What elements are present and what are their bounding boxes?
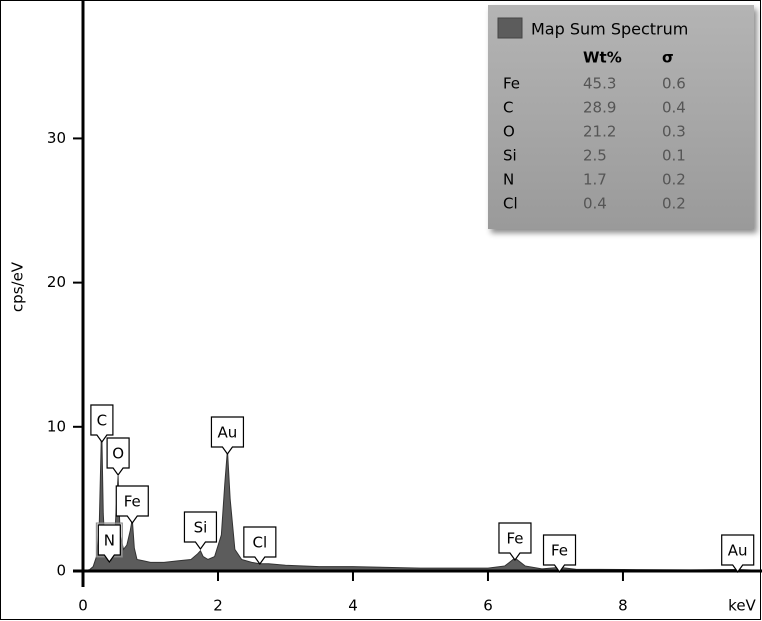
y-tick-label: 30 bbox=[47, 129, 66, 147]
peak-label: Au bbox=[721, 534, 755, 574]
legend-value: 0.1 bbox=[662, 147, 686, 165]
peak-label-text: Fe bbox=[506, 530, 523, 548]
legend-swatch bbox=[497, 17, 523, 39]
x-tick-label: 8 bbox=[618, 597, 628, 615]
y-tick-label: 20 bbox=[47, 273, 66, 291]
label-box bbox=[542, 534, 577, 574]
legend-value: 0.6 bbox=[662, 75, 686, 93]
label-box bbox=[243, 526, 277, 566]
peak-label: Cl bbox=[243, 526, 277, 566]
spectrum-area bbox=[82, 438, 759, 572]
label-box bbox=[183, 511, 218, 551]
peak-label-text: O bbox=[112, 445, 124, 463]
legend-value: 2.5 bbox=[583, 147, 607, 165]
legend-column: σ bbox=[662, 49, 674, 67]
peak-label-text: N bbox=[104, 532, 115, 550]
label-box bbox=[115, 485, 149, 525]
peak-label: Fe bbox=[115, 485, 149, 525]
peak-label: C bbox=[90, 404, 114, 444]
peak-label: Fe bbox=[542, 534, 577, 574]
y-tick-label: 0 bbox=[56, 562, 66, 580]
peak-label-text: Fe bbox=[124, 493, 141, 511]
legend-element: O bbox=[503, 123, 515, 141]
x-axis-label: keV bbox=[728, 597, 756, 615]
legend-element: N bbox=[503, 171, 514, 189]
y-axis-label: cps/eV bbox=[9, 261, 27, 312]
legend-value: 0.2 bbox=[662, 195, 686, 213]
x-tick-label: 0 bbox=[78, 597, 88, 615]
y-tick-label: 10 bbox=[47, 417, 66, 435]
legend-value: 1.7 bbox=[583, 171, 607, 189]
peak-label-text: Au bbox=[728, 542, 748, 560]
peak-label-text: C bbox=[97, 412, 107, 430]
legend-element: Fe bbox=[503, 75, 520, 93]
x-tick-label: 6 bbox=[483, 597, 493, 615]
peak-label-text: Fe bbox=[551, 542, 568, 560]
peak-label: Fe bbox=[498, 522, 532, 562]
legend-value: 45.3 bbox=[583, 75, 616, 93]
legend-title: Map Sum Spectrum bbox=[531, 20, 688, 39]
legend-element: C bbox=[503, 99, 513, 117]
legend: Map Sum Spectrum Wt% σ Fe 45.3 0.6 C 28.9 0.4… bbox=[488, 5, 754, 229]
peak-label: Si bbox=[183, 511, 218, 551]
label-box bbox=[498, 522, 532, 562]
peak-label: N bbox=[95, 522, 123, 564]
label-box bbox=[97, 524, 121, 564]
label-box bbox=[106, 437, 130, 477]
legend-column: Wt% bbox=[583, 49, 622, 67]
legend-box bbox=[488, 5, 754, 229]
legend-value: 0.2 bbox=[662, 171, 686, 189]
legend-value: 0.3 bbox=[662, 123, 686, 141]
legend-value: 0.4 bbox=[583, 195, 607, 213]
x-tick-label: 2 bbox=[213, 597, 223, 615]
peak-label: Au bbox=[210, 416, 245, 456]
peak-label-text: Cl bbox=[253, 534, 268, 552]
label-box bbox=[721, 534, 755, 574]
legend-value: 28.9 bbox=[583, 99, 616, 117]
peak-label-text: Si bbox=[194, 519, 208, 537]
legend-value: 21.2 bbox=[583, 123, 616, 141]
peak-label-text: Au bbox=[218, 424, 238, 442]
peak-label: O bbox=[106, 437, 130, 477]
label-box bbox=[210, 416, 245, 456]
label-box bbox=[90, 404, 114, 444]
legend-element: Cl bbox=[503, 195, 518, 213]
legend-element: Si bbox=[503, 147, 517, 165]
x-tick-label: 4 bbox=[348, 597, 358, 615]
legend-value: 0.4 bbox=[662, 99, 686, 117]
